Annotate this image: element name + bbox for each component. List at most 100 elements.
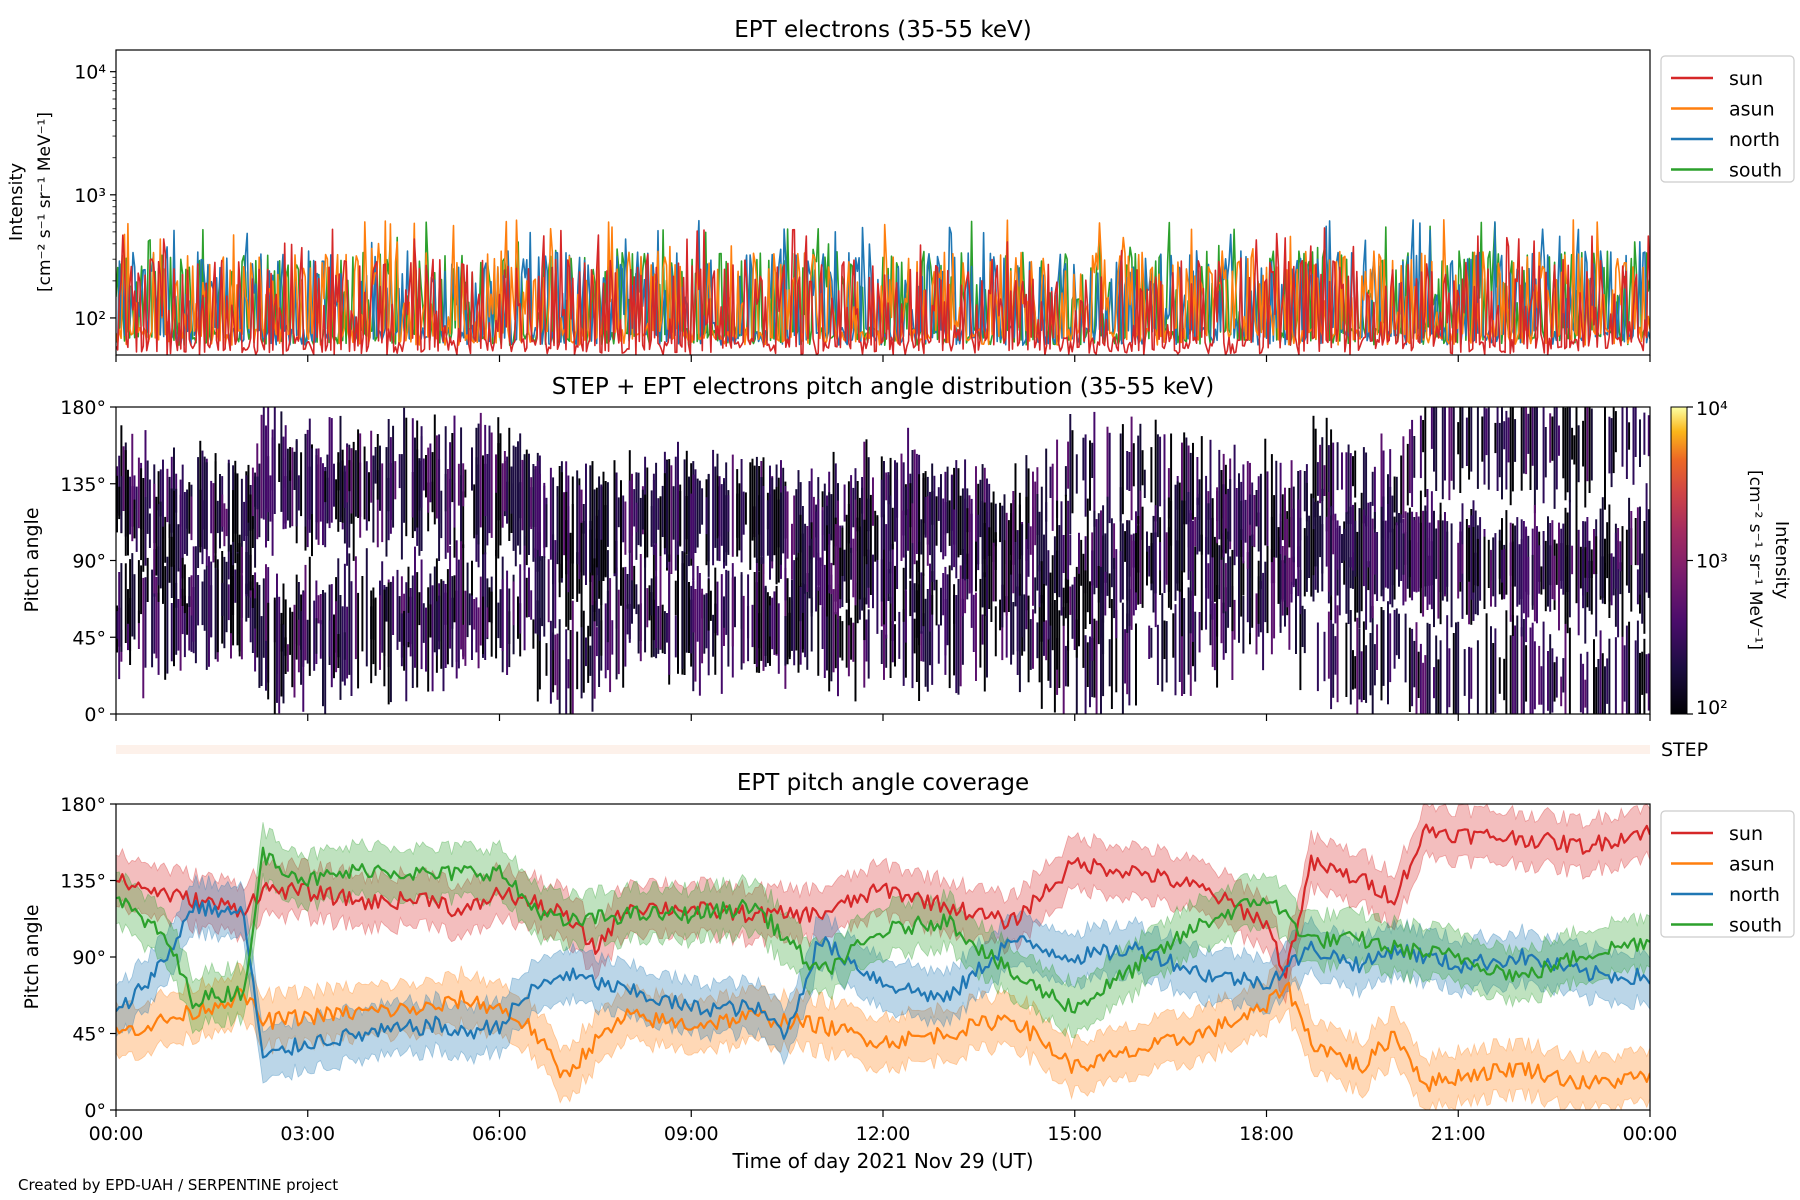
heatmap-cell xyxy=(635,502,638,533)
heatmap-cell xyxy=(392,576,395,635)
heatmap-cell xyxy=(166,556,169,674)
panel3-title: EPT pitch angle coverage xyxy=(737,770,1029,796)
heatmap-cell xyxy=(578,485,581,580)
heatmap-cell xyxy=(1330,596,1333,710)
heatmap-cell xyxy=(1610,553,1613,606)
heatmap-cell xyxy=(543,485,546,548)
heatmap-cell xyxy=(1150,532,1153,584)
heatmap-cell xyxy=(1084,570,1087,629)
heatmap-cell xyxy=(1163,434,1166,549)
heatmap-cell xyxy=(1509,407,1512,506)
heatmap-cell xyxy=(1130,416,1133,521)
heatmap-cell xyxy=(1181,442,1183,533)
heatmap-cell xyxy=(1608,638,1611,714)
heatmap-cell xyxy=(1621,622,1624,714)
heatmap-cell xyxy=(1647,415,1650,457)
colorbar-label: Intensity xyxy=(1771,521,1792,600)
heatmap-cell xyxy=(674,580,677,616)
heatmap-cell xyxy=(657,606,660,654)
heatmap-cell xyxy=(525,449,528,566)
heatmap-cell xyxy=(953,509,956,568)
heatmap-cell xyxy=(926,496,929,566)
heatmap-cell xyxy=(1132,540,1135,616)
heatmap-cell xyxy=(333,614,335,679)
heatmap-cell xyxy=(453,575,456,623)
heatmap-cell xyxy=(1428,522,1431,605)
heatmap-cell xyxy=(1419,643,1422,714)
heatmap-cell xyxy=(918,541,921,646)
heatmap-cell xyxy=(1625,407,1628,479)
heatmap-cell xyxy=(411,418,414,518)
heatmap-cell xyxy=(1130,534,1133,630)
heatmap-cell xyxy=(352,441,355,561)
heatmap-cell xyxy=(433,566,436,653)
heatmap-cell xyxy=(907,509,910,551)
heatmap-cell xyxy=(1049,602,1052,688)
heatmap-cell xyxy=(812,496,815,558)
heatmap-cell xyxy=(714,466,717,548)
heatmap-cell xyxy=(720,484,723,546)
heatmap-cell xyxy=(1632,407,1635,485)
heatmap-cell xyxy=(817,552,820,591)
heatmap-cell xyxy=(473,599,476,630)
heatmap-cell xyxy=(872,477,874,526)
heatmap-cell xyxy=(1610,418,1613,488)
heatmap-cell xyxy=(1645,654,1648,694)
heatmap-cell xyxy=(142,478,145,572)
heatmap-cell xyxy=(701,488,704,525)
heatmap-cell xyxy=(628,480,631,552)
heatmap-cell xyxy=(994,503,997,547)
heatmap-cell xyxy=(146,557,149,602)
heatmap-cell xyxy=(1128,533,1131,627)
heatmap-cell xyxy=(1119,433,1122,522)
heatmap-cell xyxy=(1200,534,1203,631)
heatmap-cell xyxy=(1246,461,1249,569)
heatmap-cell xyxy=(769,465,771,580)
heatmap-cell xyxy=(554,634,557,686)
heatmap-cell xyxy=(1207,563,1210,599)
heatmap-cell xyxy=(1325,516,1328,567)
heatmap-cell xyxy=(1450,407,1453,481)
heatmap-cell xyxy=(322,470,324,510)
heatmap-cell xyxy=(1137,525,1140,605)
heatmap-cell xyxy=(1413,640,1416,688)
heatmap-cell xyxy=(1325,417,1328,532)
heatmap-cell xyxy=(810,468,813,560)
heatmap-cell xyxy=(306,429,309,548)
heatmap-cell xyxy=(1448,407,1451,501)
heatmap-cell xyxy=(784,486,787,601)
heatmap-cell xyxy=(322,595,324,707)
heatmap-cell xyxy=(650,506,653,547)
heatmap-cell xyxy=(1555,656,1558,698)
heatmap-cell xyxy=(747,574,750,662)
heatmap-cell xyxy=(519,564,522,634)
heatmap-cell xyxy=(514,446,517,567)
heatmap-cell xyxy=(585,463,587,585)
heatmap-cell xyxy=(1533,504,1536,622)
heatmap-cell xyxy=(365,548,368,667)
heatmap-cell xyxy=(536,549,539,635)
heatmap-cell xyxy=(867,457,870,532)
heatmap-cell xyxy=(129,476,132,535)
heatmap-cell xyxy=(1459,407,1462,493)
heatmap-cell xyxy=(659,540,662,649)
heatmap-cell xyxy=(806,573,809,670)
heatmap-cell xyxy=(869,494,872,595)
heatmap-cell xyxy=(503,451,506,512)
heatmap-cell xyxy=(922,613,925,662)
coverage-line-south xyxy=(116,846,1650,1014)
heatmap-cell xyxy=(1018,504,1021,596)
heatmap-cell xyxy=(1178,589,1181,682)
heatmap-cell xyxy=(1371,471,1374,506)
heatmap-cell xyxy=(966,508,969,579)
heatmap-cell xyxy=(1089,636,1091,708)
heatmap-cell xyxy=(1406,443,1409,506)
heatmap-cell xyxy=(1354,450,1357,498)
legend-label-asun: asun xyxy=(1729,854,1775,876)
heatmap-cell xyxy=(909,483,912,579)
heatmap-cell xyxy=(580,522,583,628)
heatmap-cell xyxy=(365,461,368,531)
heatmap-cell xyxy=(1577,529,1580,636)
panel3-yaxis: 0°45°90°135°180° xyxy=(60,794,116,1122)
